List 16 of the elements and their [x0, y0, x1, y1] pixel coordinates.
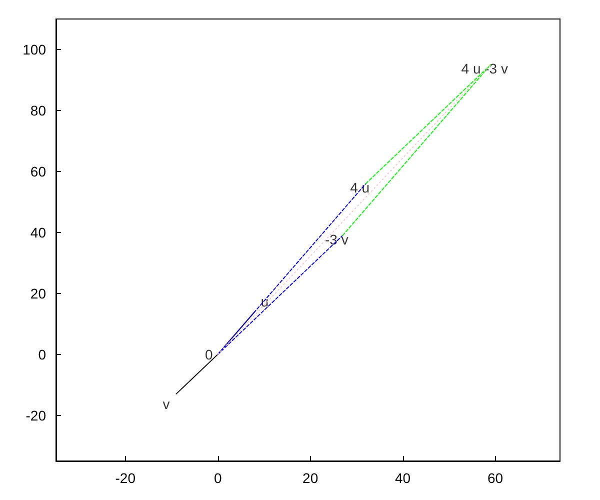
x-tick-label: 20	[302, 470, 318, 486]
x-tick-label: 40	[395, 470, 411, 486]
annotation: v	[162, 396, 170, 412]
annotation: 4 u -3 v	[461, 60, 508, 77]
y-tick-label: 100	[22, 41, 46, 58]
x-tick-label: -20	[115, 470, 136, 486]
y-tick-label: 40	[30, 224, 46, 240]
y-tick-label: 80	[30, 102, 46, 118]
y-tick-label: 60	[30, 163, 46, 180]
annotation: 0	[204, 346, 213, 362]
annotation: -3 v	[325, 231, 348, 248]
y-tick-label: -20	[26, 407, 46, 424]
x-tick-label: 0	[214, 470, 222, 486]
y-tick-label: 0	[38, 346, 46, 362]
x-tick-label: 60	[487, 470, 504, 486]
y-tick-label: 20	[30, 285, 46, 302]
